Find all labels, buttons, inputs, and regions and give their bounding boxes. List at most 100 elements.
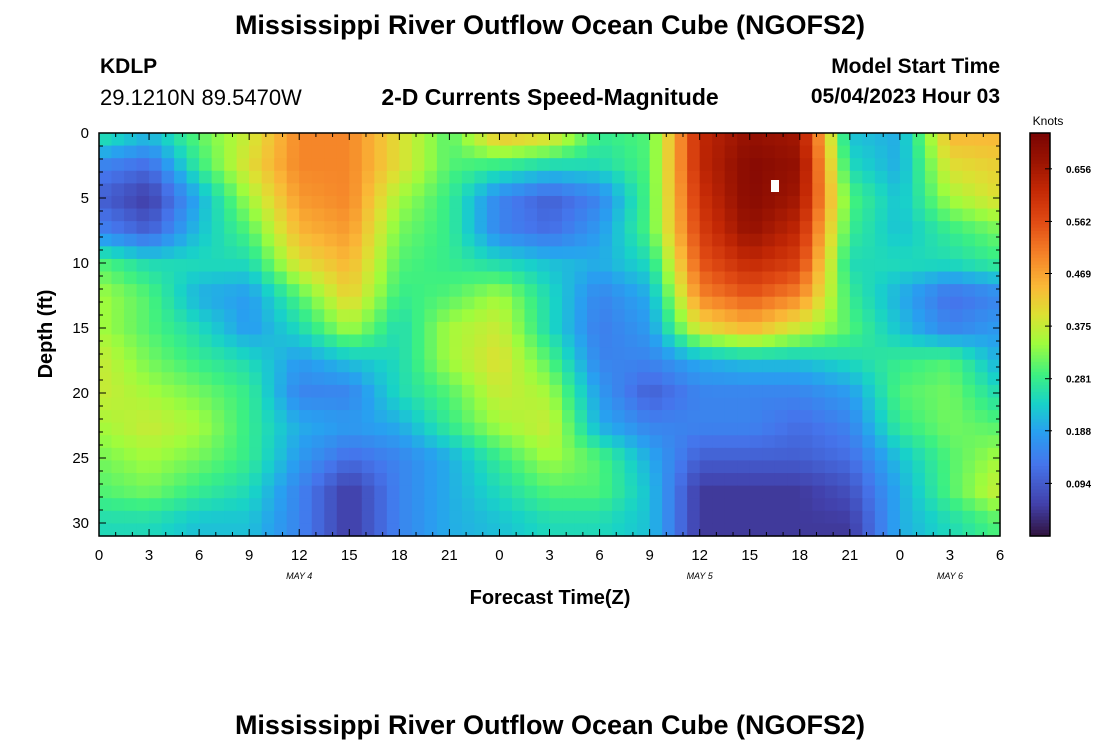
heatmap-cell xyxy=(849,145,863,159)
heatmap-cell xyxy=(812,195,826,210)
heatmap-cell xyxy=(374,384,388,399)
heatmap-cell xyxy=(774,435,788,449)
heatmap-cell xyxy=(749,183,763,197)
heatmap-cell xyxy=(324,384,338,399)
heatmap-cell xyxy=(374,372,388,386)
heatmap-cell xyxy=(762,384,776,399)
heatmap-cell xyxy=(599,258,613,273)
colorbar-segment xyxy=(1030,183,1050,188)
heatmap-cell xyxy=(837,447,851,462)
heatmap-cell xyxy=(637,460,651,474)
heatmap-cell xyxy=(762,233,776,247)
colorbar-segment xyxy=(1030,347,1050,352)
heatmap-cell xyxy=(274,498,288,512)
heatmap-cell xyxy=(587,183,601,197)
heatmap-cell xyxy=(274,221,288,235)
heatmap-cell xyxy=(849,158,863,172)
heatmap-cell xyxy=(411,397,425,411)
heatmap-cell xyxy=(549,460,563,474)
heatmap-cell xyxy=(361,410,375,424)
heatmap-cell xyxy=(386,334,400,348)
heatmap-cell xyxy=(874,498,888,512)
heatmap-cell xyxy=(562,447,576,462)
heatmap-cell xyxy=(624,523,638,537)
colorbar-segment xyxy=(1030,421,1050,426)
heatmap-cell xyxy=(724,309,738,323)
heatmap-cell xyxy=(361,158,375,172)
colorbar-segment xyxy=(1030,411,1050,416)
heatmap-cell xyxy=(524,309,538,323)
heatmap-cell xyxy=(774,460,788,474)
heatmap-cell xyxy=(949,145,964,159)
heatmap-cell xyxy=(787,246,801,260)
heatmap-cell xyxy=(324,435,338,449)
colorbar-segment xyxy=(1030,354,1050,359)
heatmap-cell xyxy=(887,347,901,361)
heatmap-cell xyxy=(937,447,951,462)
colorbar-segment xyxy=(1030,143,1050,148)
heatmap-cell xyxy=(161,422,175,436)
colorbar-segment xyxy=(1030,512,1050,517)
heatmap-cell xyxy=(511,523,526,537)
heatmap-cell xyxy=(637,397,651,411)
heatmap-cell xyxy=(474,510,488,524)
heatmap-cell xyxy=(562,233,576,247)
heatmap-cell xyxy=(549,447,563,462)
heatmap-cell xyxy=(186,435,200,449)
heatmap-cell xyxy=(286,498,300,512)
heatmap-cell xyxy=(399,334,413,348)
heatmap-cell xyxy=(511,183,526,197)
heatmap-cell xyxy=(386,195,400,210)
heatmap-cell xyxy=(461,460,476,474)
heatmap-cell xyxy=(536,485,551,499)
heatmap-cell xyxy=(837,334,851,348)
heatmap-cell xyxy=(699,410,713,424)
heatmap-cell xyxy=(762,435,776,449)
heatmap-cell xyxy=(787,208,801,222)
heatmap-cell xyxy=(361,485,375,499)
heatmap-cell xyxy=(662,208,676,222)
heatmap-cell xyxy=(411,334,425,348)
heatmap-cell xyxy=(249,158,263,172)
heatmap-cell xyxy=(662,410,676,424)
heatmap-cell xyxy=(349,334,363,348)
heatmap-cell xyxy=(374,158,388,172)
heatmap-cell xyxy=(361,397,375,411)
heatmap-cell xyxy=(674,410,688,424)
heatmap-cell xyxy=(411,208,425,222)
heatmap-cell xyxy=(224,334,238,348)
heatmap-cell xyxy=(612,309,626,323)
heatmap-cell xyxy=(424,447,438,462)
heatmap-cell xyxy=(849,208,863,222)
heatmap-cell xyxy=(924,284,939,298)
heatmap-cell xyxy=(124,145,138,159)
heatmap-cell xyxy=(662,321,676,336)
heatmap-cell xyxy=(887,397,901,411)
heatmap-cell xyxy=(311,510,325,524)
heatmap-cell xyxy=(637,284,651,298)
heatmap-cell xyxy=(374,271,388,285)
heatmap-cell xyxy=(349,473,363,487)
heatmap-cell xyxy=(449,523,463,537)
heatmap-cell xyxy=(424,309,438,323)
heatmap-cell xyxy=(261,372,275,386)
heatmap-cell xyxy=(862,384,876,399)
heatmap-cell xyxy=(862,170,876,184)
heatmap-cell xyxy=(474,321,488,336)
heatmap-cell xyxy=(849,195,863,210)
heatmap-cell xyxy=(674,435,688,449)
heatmap-cell xyxy=(136,158,150,172)
heatmap-cell xyxy=(662,145,676,159)
heatmap-cell xyxy=(524,334,538,348)
heatmap-cell xyxy=(449,221,463,235)
heatmap-cell xyxy=(424,410,438,424)
heatmap-cell xyxy=(186,233,200,247)
heatmap-cell xyxy=(236,158,250,172)
heatmap-cell xyxy=(887,410,901,424)
heatmap-cell xyxy=(186,485,200,499)
heatmap-cell xyxy=(324,321,338,336)
heatmap-cell xyxy=(749,258,763,273)
heatmap-cell xyxy=(249,460,263,474)
heatmap-cell xyxy=(286,523,300,537)
heatmap-cell xyxy=(587,296,601,310)
